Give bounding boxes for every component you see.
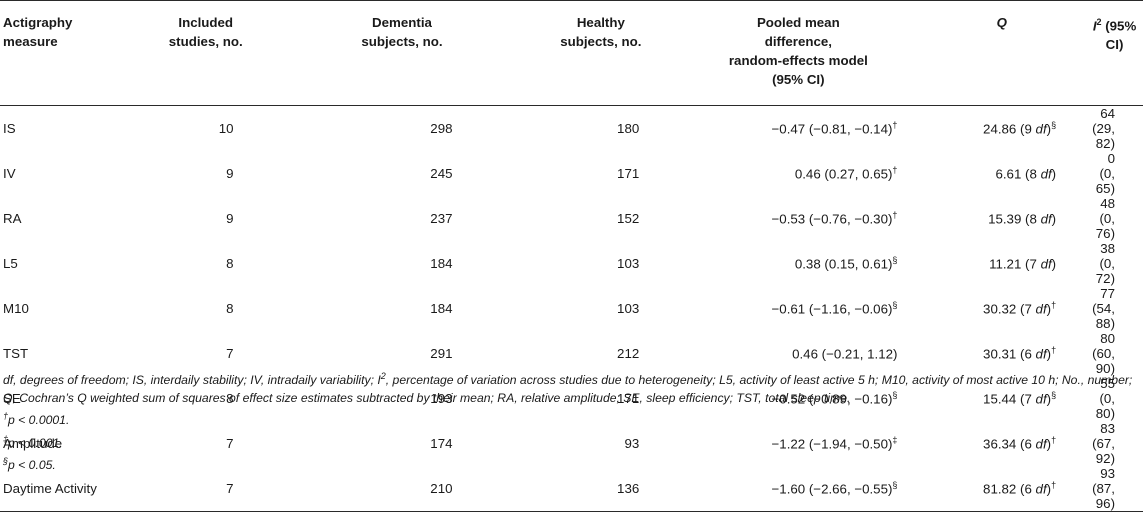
header-healthy: Healthy subjects, no.	[522, 0, 680, 106]
footnote: §p < 0.05.	[3, 456, 56, 473]
cell-healthy: 212	[617, 346, 640, 361]
cell-dementia: 245	[430, 166, 453, 181]
cell-measure: L5	[3, 256, 18, 271]
cell-dementia: 237	[430, 211, 453, 226]
table-row: IV 9 245 171 0.46 (0.27, 0.65)† 6.61 (8 df) 0 …	[0, 151, 1143, 196]
cell-i2: 48 (0, 76)	[1095, 196, 1115, 241]
cell-q: 15.44 (7 df)§	[983, 390, 1057, 407]
cell-pooled: −1.22 (−1.94, −0.50)‡	[771, 435, 898, 452]
header-measure: Actigraphy measure	[0, 0, 130, 106]
cell-i2: 38 (0, 72)	[1095, 241, 1115, 286]
cell-pooled: −0.52 (−0.89, −0.16)§	[771, 390, 898, 407]
cell-i2: 77 (54, 88)	[1092, 286, 1116, 331]
significance-mark: §	[892, 255, 898, 266]
header-row: Actigraphy measure Included studies, no. D…	[0, 0, 1143, 106]
significance-mark: §	[892, 480, 898, 491]
cell-included: 7	[226, 436, 234, 451]
header-dementia: Dementia subjects, no.	[281, 0, 523, 106]
significance-mark: ‡	[892, 435, 898, 446]
cell-q: 30.32 (7 df)†	[983, 300, 1057, 317]
significance-mark: †	[1051, 345, 1057, 356]
cell-dementia: 193	[430, 391, 453, 406]
cell-pooled: −0.53 (−0.76, −0.30)†	[771, 210, 898, 227]
footnotes: †p < 0.0001. ‡p < 0.001. §p < 0.05.	[3, 407, 1139, 474]
cell-included: 9	[226, 166, 234, 181]
header-q: Q	[917, 0, 1087, 106]
cell-i2: 83 (67, 92)	[1092, 421, 1116, 466]
cell-measure: M10	[3, 301, 29, 316]
cell-included: 8	[226, 391, 234, 406]
cell-i2: 0 (0, 65)	[1095, 151, 1115, 196]
cell-q: 15.39 (8 df)	[988, 211, 1057, 227]
cell-included: 7	[226, 346, 234, 361]
cell-dementia: 298	[430, 121, 453, 136]
table-row: RA 9 237 152 −0.53 (−0.76, −0.30)† 15.39 (8 d…	[0, 196, 1143, 241]
cell-healthy: 152	[617, 211, 640, 226]
cell-q: 6.61 (8 df)	[995, 166, 1057, 182]
cell-i2: 55 (0, 80)	[1095, 376, 1115, 421]
significance-mark: §	[1051, 120, 1057, 131]
significance-mark: †	[892, 165, 898, 176]
table-notes: df, degrees of freedom; IS, interdaily s…	[3, 367, 1139, 474]
significance-mark: †	[1051, 300, 1057, 311]
table-row: L5 8 184 103 0.38 (0.15, 0.61)§ 11.21 (7 df) 3…	[0, 241, 1143, 286]
cell-healthy: 171	[617, 391, 640, 406]
significance-mark: §	[892, 390, 898, 401]
significance-mark: †	[892, 210, 898, 221]
header-i2: I2 (95% CI)	[1086, 0, 1143, 106]
cell-included: 10	[218, 121, 234, 136]
cell-healthy: 93	[624, 436, 640, 451]
cell-dementia: 174	[430, 436, 453, 451]
cell-q: 30.31 (6 df)†	[983, 345, 1057, 362]
cell-i2: 64 (29, 82)	[1092, 106, 1116, 151]
cell-dementia: 291	[430, 346, 453, 361]
header-pooled: Pooled mean difference, random-effects m…	[679, 0, 918, 106]
cell-included: 8	[226, 256, 234, 271]
cell-pooled: −0.61 (−1.16, −0.06)§	[771, 300, 898, 317]
cell-healthy: 103	[617, 301, 640, 316]
table-row: IS 10 298 180 −0.47 (−0.81, −0.14)† 24.86 (9 …	[0, 106, 1143, 151]
significance-mark: †	[892, 120, 898, 131]
cell-q: 24.86 (9 df)§	[983, 120, 1057, 137]
cell-i2: 80 (60, 90)	[1092, 331, 1116, 376]
table-row: SE 8 193 171 −0.52 (−0.89, −0.16)§ 15.44 (7 d…	[0, 376, 1143, 421]
cell-healthy: 180	[617, 121, 640, 136]
table-row: TST 7 291 212 0.46 (−0.21, 1.12) 30.31 (6 df)…	[0, 331, 1143, 376]
table-row: Amplitude 7 174 93 −1.22 (−1.94, −0.50)‡ 36.3…	[0, 421, 1143, 466]
footnote: ‡p < 0.001.	[3, 433, 63, 450]
table-row: M10 8 184 103 −0.61 (−1.16, −0.06)§ 30.32 (7 …	[0, 286, 1143, 331]
significance-mark: †	[1051, 435, 1057, 446]
cell-included: 9	[226, 211, 234, 226]
cell-healthy: 103	[617, 256, 640, 271]
cell-pooled: −0.47 (−0.81, −0.14)†	[771, 120, 898, 137]
cell-measure: IV	[3, 166, 16, 181]
cell-measure: RA	[3, 211, 22, 226]
significance-mark: †	[1051, 480, 1057, 491]
cell-q: 11.21 (7 df)	[989, 256, 1057, 272]
footnote: †p < 0.0001.	[3, 411, 70, 428]
abbreviations-note: df, degrees of freedom; IS, interdaily s…	[3, 371, 1133, 406]
cell-healthy: 171	[617, 166, 640, 181]
cell-dementia: 184	[430, 301, 453, 316]
significance-mark: §	[892, 300, 898, 311]
cell-pooled: 0.46 (0.27, 0.65)†	[794, 165, 898, 182]
header-included: Included studies, no.	[129, 0, 282, 106]
cell-measure: TST	[3, 346, 29, 361]
significance-mark: §	[1051, 390, 1057, 401]
cell-measure: IS	[3, 121, 16, 136]
cell-pooled: 0.38 (0.15, 0.61)§	[794, 255, 898, 272]
cell-measure: Amplitude	[3, 436, 63, 451]
cell-q: 36.34 (6 df)†	[983, 435, 1057, 452]
cell-pooled: 0.46 (−0.21, 1.12)	[792, 346, 898, 362]
cell-measure: SE	[3, 391, 21, 406]
cell-included: 8	[226, 301, 234, 316]
cell-dementia: 184	[430, 256, 453, 271]
